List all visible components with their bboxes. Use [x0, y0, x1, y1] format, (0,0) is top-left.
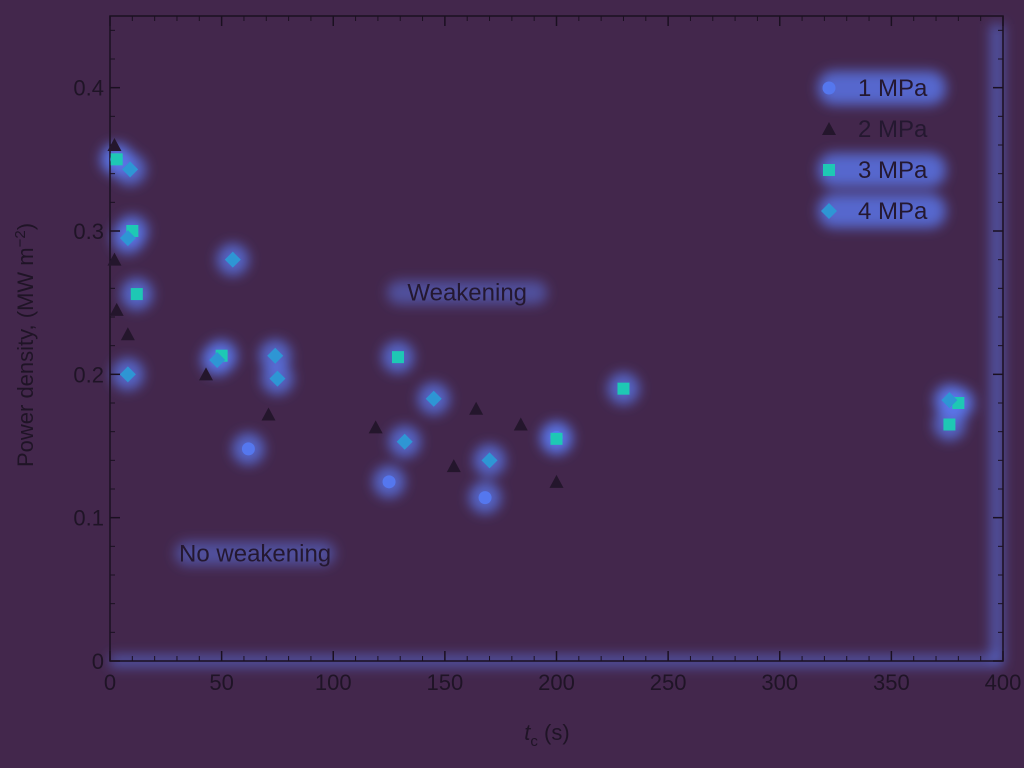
legend-label-3mpa: 3 MPa — [858, 157, 928, 184]
legend-glow — [818, 153, 946, 187]
annotation-glow — [175, 541, 336, 566]
data-point-4mpa — [119, 366, 136, 383]
x-axis-title-main: t — [524, 720, 531, 745]
x-tick-label: 300 — [761, 670, 798, 695]
legend-marker-4mpa — [821, 203, 837, 219]
legend-glow — [818, 71, 946, 105]
x-tick-label: 100 — [315, 670, 352, 695]
data-point-2mpa — [513, 417, 528, 431]
data-point-4mpa — [267, 347, 284, 364]
x-tick-label: 0 — [104, 670, 116, 695]
y-tick-label: 0.2 — [73, 362, 104, 387]
y-tick-label: 0.1 — [73, 506, 104, 531]
data-point-2mpa — [446, 459, 461, 473]
legend-label-1mpa: 1 MPa — [858, 75, 928, 102]
y-axis-title-main: Power density, (MW m — [13, 247, 38, 467]
data-point-2mpa — [469, 401, 484, 415]
data-point-1mpa — [478, 491, 492, 505]
x-tick-label: 350 — [873, 670, 910, 695]
annotation-weakening: Weakening — [407, 280, 527, 307]
data-point-4mpa — [119, 230, 136, 247]
x-axis-title-unit: (s) — [538, 720, 570, 745]
data-point-2mpa — [107, 252, 122, 266]
y-axis-title: Power density, (MW m−2) — [12, 223, 38, 467]
y-axis-title-sup: −2 — [12, 230, 29, 247]
data-point-4mpa — [941, 392, 958, 409]
annotation-glow — [387, 280, 548, 305]
data-point-2mpa — [107, 138, 122, 151]
data-point-4mpa — [396, 433, 413, 450]
x-tick-label: 50 — [209, 670, 233, 695]
data-point-3mpa — [130, 288, 143, 301]
legend-marker-2mpa — [822, 122, 836, 135]
data-point-4mpa — [209, 352, 226, 368]
legend-glow — [818, 194, 946, 228]
annotation-no-weakening: No weakening — [179, 541, 331, 568]
data-point-4mpa — [425, 390, 442, 407]
legend-label-4mpa: 4 MPa — [858, 198, 928, 225]
data-point-3mpa — [943, 418, 956, 431]
x-tick-label: 200 — [538, 670, 575, 695]
legend-marker-1mpa — [822, 81, 836, 95]
data-point-2mpa — [549, 474, 564, 488]
x-axis-title: tc (s) — [524, 720, 569, 750]
y-tick-label: 0 — [92, 649, 104, 674]
data-point-3mpa — [391, 351, 404, 364]
y-axis-title-end: ) — [13, 223, 38, 230]
data-point-2mpa — [198, 367, 213, 381]
tick-label-layer: 0 50 100 150 200 250 300 350 400 0 0.1 0.2 0.3 0.4 — [73, 76, 1021, 695]
data-point-1mpa — [241, 442, 255, 456]
legend: 1 MPa 2 MPa 3 MPa 4 MPa — [821, 75, 928, 225]
legend-marker-3mpa — [823, 164, 835, 176]
data-point-3mpa — [617, 382, 630, 395]
data-point-2mpa — [368, 420, 383, 434]
data-point-2mpa — [120, 327, 135, 341]
x-tick-label: 400 — [985, 670, 1022, 695]
data-point-4mpa — [481, 452, 498, 469]
data-point-4mpa — [224, 251, 241, 268]
y-tick-label: 0.3 — [73, 219, 104, 244]
marker-layer — [107, 138, 965, 505]
x-tick-label: 150 — [427, 670, 464, 695]
y-tick-label: 0.4 — [73, 76, 104, 101]
x-tick-label: 250 — [650, 670, 687, 695]
x-axis-title-sub: c — [530, 733, 538, 750]
data-point-1mpa — [382, 475, 396, 489]
data-point-2mpa — [109, 302, 124, 316]
data-point-3mpa — [110, 153, 123, 166]
data-point-4mpa — [269, 370, 286, 387]
tick-layer — [109, 16, 1004, 662]
legend-label-2mpa: 2 MPa — [858, 116, 928, 143]
data-point-4mpa — [122, 161, 139, 178]
data-point-3mpa — [550, 432, 563, 445]
data-point-2mpa — [261, 407, 276, 421]
